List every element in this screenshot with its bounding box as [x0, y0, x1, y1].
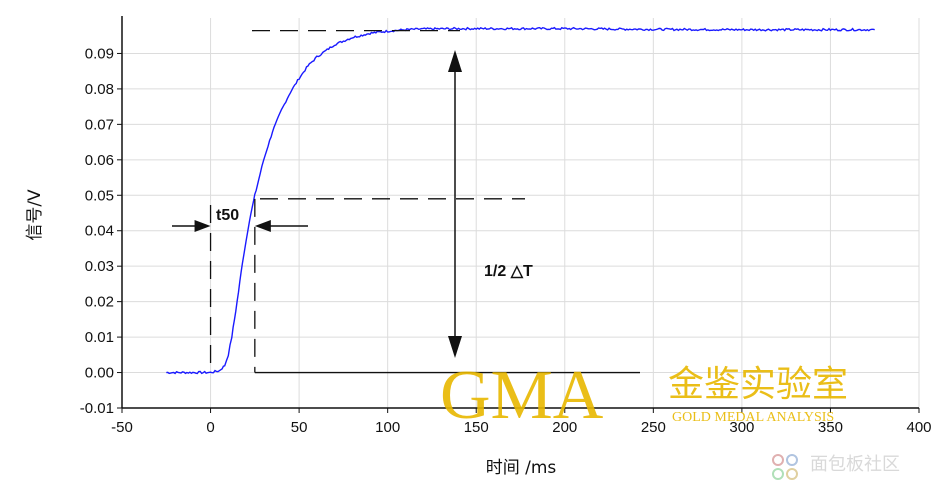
watermark-site: 面包板社区 — [810, 454, 900, 475]
x-tick-label: 350 — [818, 419, 843, 436]
y-tick-label: 0.07 — [85, 116, 114, 133]
y-tick-label: 0.00 — [85, 365, 114, 382]
y-tick-label: 0.03 — [85, 258, 114, 275]
x-tick-label: 250 — [641, 419, 666, 436]
delta-arrow-head-up — [448, 50, 462, 72]
y-tick-label: -0.01 — [80, 400, 114, 417]
y-tick-label: 0.09 — [85, 45, 114, 62]
grid — [121, 18, 920, 409]
x-tick-labels: -50 0 50 100 150 200 250 300 350 400 — [111, 419, 931, 436]
y-tick-label: 0.01 — [85, 329, 114, 346]
watermark-site-icon — [772, 454, 798, 480]
watermark-brand: GMA — [440, 357, 604, 434]
annotations — [172, 29, 640, 374]
y-tick-label: 0.05 — [85, 187, 114, 204]
x-tick-label: 200 — [552, 419, 577, 436]
y-tick-label: 0.08 — [85, 81, 114, 98]
x-tick-label: 50 — [291, 419, 308, 436]
y-tick-label: 0.06 — [85, 152, 114, 169]
watermark: GMA 金鉴实验室 GOLD MEDAL ANALYSIS 面包板社区 — [440, 357, 900, 480]
delta-arrow-head-down — [448, 336, 462, 358]
x-tick-label: 300 — [729, 419, 754, 436]
y-axis-title: 信号/V — [25, 189, 45, 241]
series-group — [166, 26, 875, 375]
x-tick-label: 0 — [206, 419, 214, 436]
x-tick-label: 100 — [375, 419, 400, 436]
y-tick-label: 0.02 — [85, 294, 114, 311]
delta-t-label: 1/2 △T — [484, 263, 533, 280]
y-tick-label: 0.04 — [85, 223, 114, 240]
watermark-sub: GOLD MEDAL ANALYSIS — [672, 410, 834, 425]
t50-left-arrow-head — [194, 220, 211, 232]
t50-label: t50 — [216, 207, 239, 224]
x-tick-label: 150 — [464, 419, 489, 436]
x-axis-title: 时间 /ms — [486, 458, 557, 478]
y-tick-labels: -0.01 0.00 0.01 0.02 0.03 0.04 0.05 0.06 0.07 0.0… — [80, 45, 114, 417]
t50-right-arrow-head — [254, 220, 271, 232]
axes — [117, 16, 920, 413]
x-tick-label: 400 — [906, 419, 931, 436]
x-tick-label: -50 — [111, 419, 133, 436]
series-line — [166, 26, 875, 375]
watermark-cn: 金鉴实验室 — [668, 364, 848, 405]
